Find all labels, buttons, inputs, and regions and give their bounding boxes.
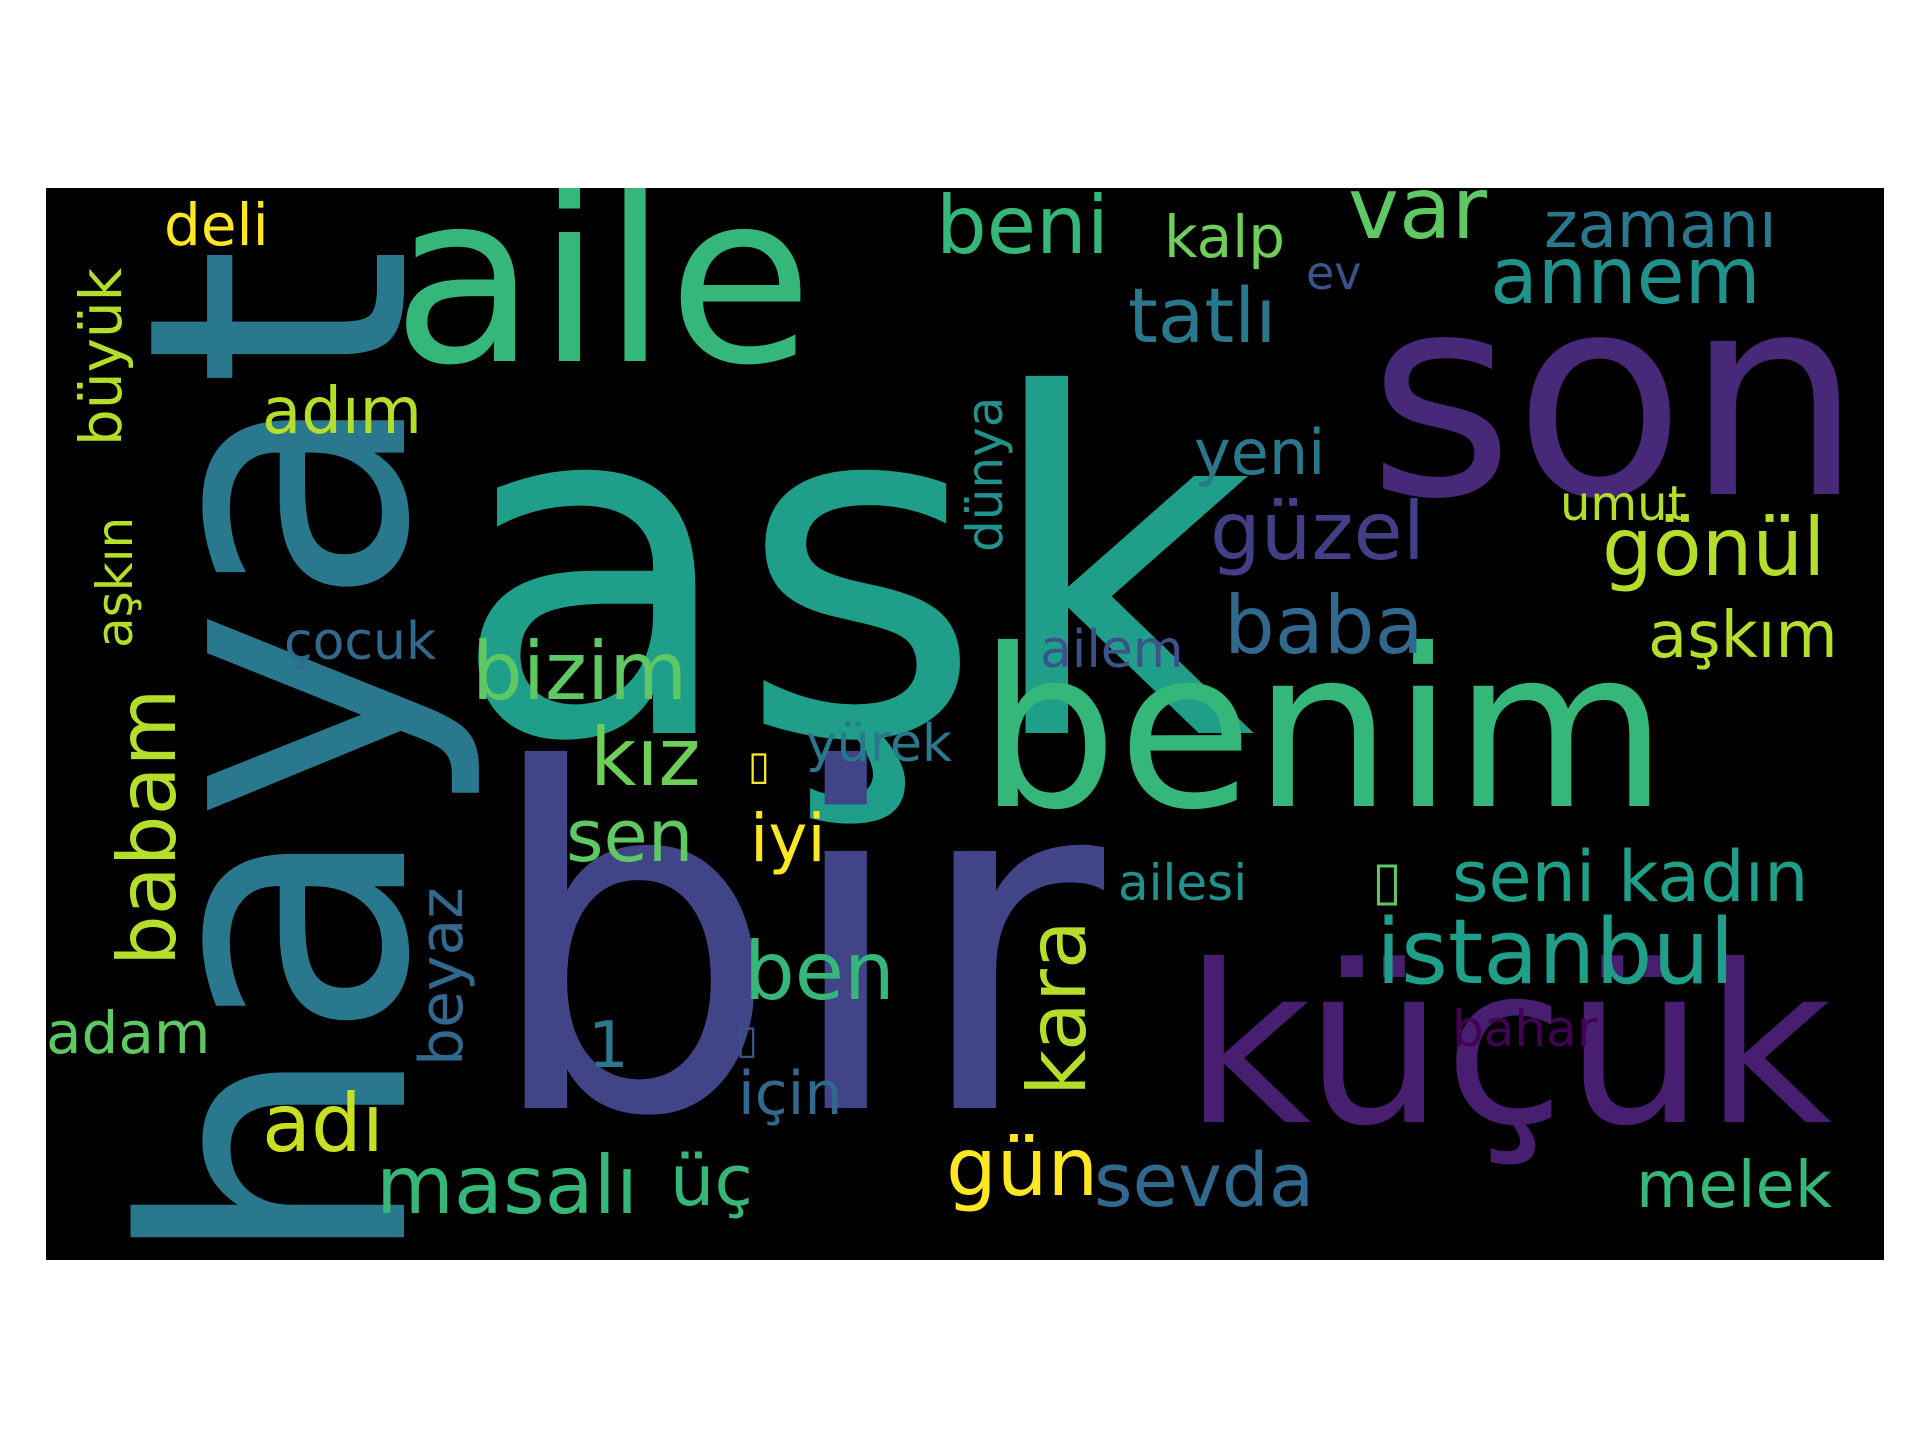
word-benim: benim <box>978 602 1668 858</box>
word-umut: umut <box>1560 476 1687 532</box>
word-istanbul: istanbul <box>1376 900 1735 1005</box>
word-tatli: tatlı <box>1128 271 1277 360</box>
word-seni: seni <box>1452 836 1596 918</box>
word-babam: babam <box>101 688 194 966</box>
word-beni: beni <box>936 188 1109 272</box>
word-iyi: iyi <box>750 800 826 877</box>
word-son: son <box>1368 235 1863 561</box>
word-kiz: kız <box>590 711 701 804</box>
word-kara: kara <box>1011 920 1104 1096</box>
word-kadin: kadın <box>1618 836 1809 918</box>
word-uc: üç <box>670 1140 753 1222</box>
word-glyph-2: ▯ <box>1372 849 1402 912</box>
word-zamani: zamanı <box>1544 189 1777 263</box>
word-masali: masalı <box>376 1139 639 1232</box>
word-sevda: sevda <box>1094 1138 1315 1224</box>
word-bizim: bizim <box>472 625 688 718</box>
word-buyuk: büyük <box>67 267 135 446</box>
word-cocuk: çocuk <box>284 612 437 672</box>
word-yeni: yeni <box>1194 416 1326 489</box>
word-glyph-3: ▯ <box>736 1017 759 1063</box>
word-var: var <box>1348 188 1487 259</box>
word-cloud: aşk bir aile hayat son benim küçük beni … <box>46 188 1884 1260</box>
word-one: 1 <box>588 1009 629 1083</box>
word-sen: sen <box>566 794 694 878</box>
word-gun: gün <box>946 1121 1099 1214</box>
word-melek: melek <box>1636 1149 1832 1223</box>
word-glyph-1: ▯ <box>748 743 771 789</box>
word-ev: ev <box>1306 246 1362 300</box>
word-deli: deli <box>164 191 269 259</box>
word-ailem: ailem <box>1040 620 1184 680</box>
word-adi: adı <box>262 1077 385 1170</box>
word-kucuk: küçük <box>1184 918 1832 1174</box>
word-bahar: bahar <box>1452 1000 1598 1058</box>
word-yurek: yürek <box>806 714 953 774</box>
word-ask: aşk <box>450 297 1256 844</box>
word-aile: aile <box>392 188 813 417</box>
word-annem: annem <box>1490 232 1761 322</box>
word-askim: aşkım <box>1648 599 1838 673</box>
word-askin: aşkın <box>86 516 144 648</box>
word-baba: baba <box>1224 579 1424 672</box>
word-dunya: dünya <box>956 396 1014 552</box>
word-adam: adam <box>46 999 211 1067</box>
word-ben: ben <box>744 925 895 1018</box>
word-ailesi: ailesi <box>1118 854 1248 912</box>
word-bir: bir <box>482 672 1105 1219</box>
word-beyaz: beyaz <box>407 887 477 1066</box>
word-gonul: gönül <box>1602 501 1826 594</box>
word-adim: adım <box>262 375 422 449</box>
word-guzel: güzel <box>1210 485 1425 578</box>
word-kalp: kalp <box>1164 203 1286 271</box>
word-icin: için <box>738 1059 843 1129</box>
